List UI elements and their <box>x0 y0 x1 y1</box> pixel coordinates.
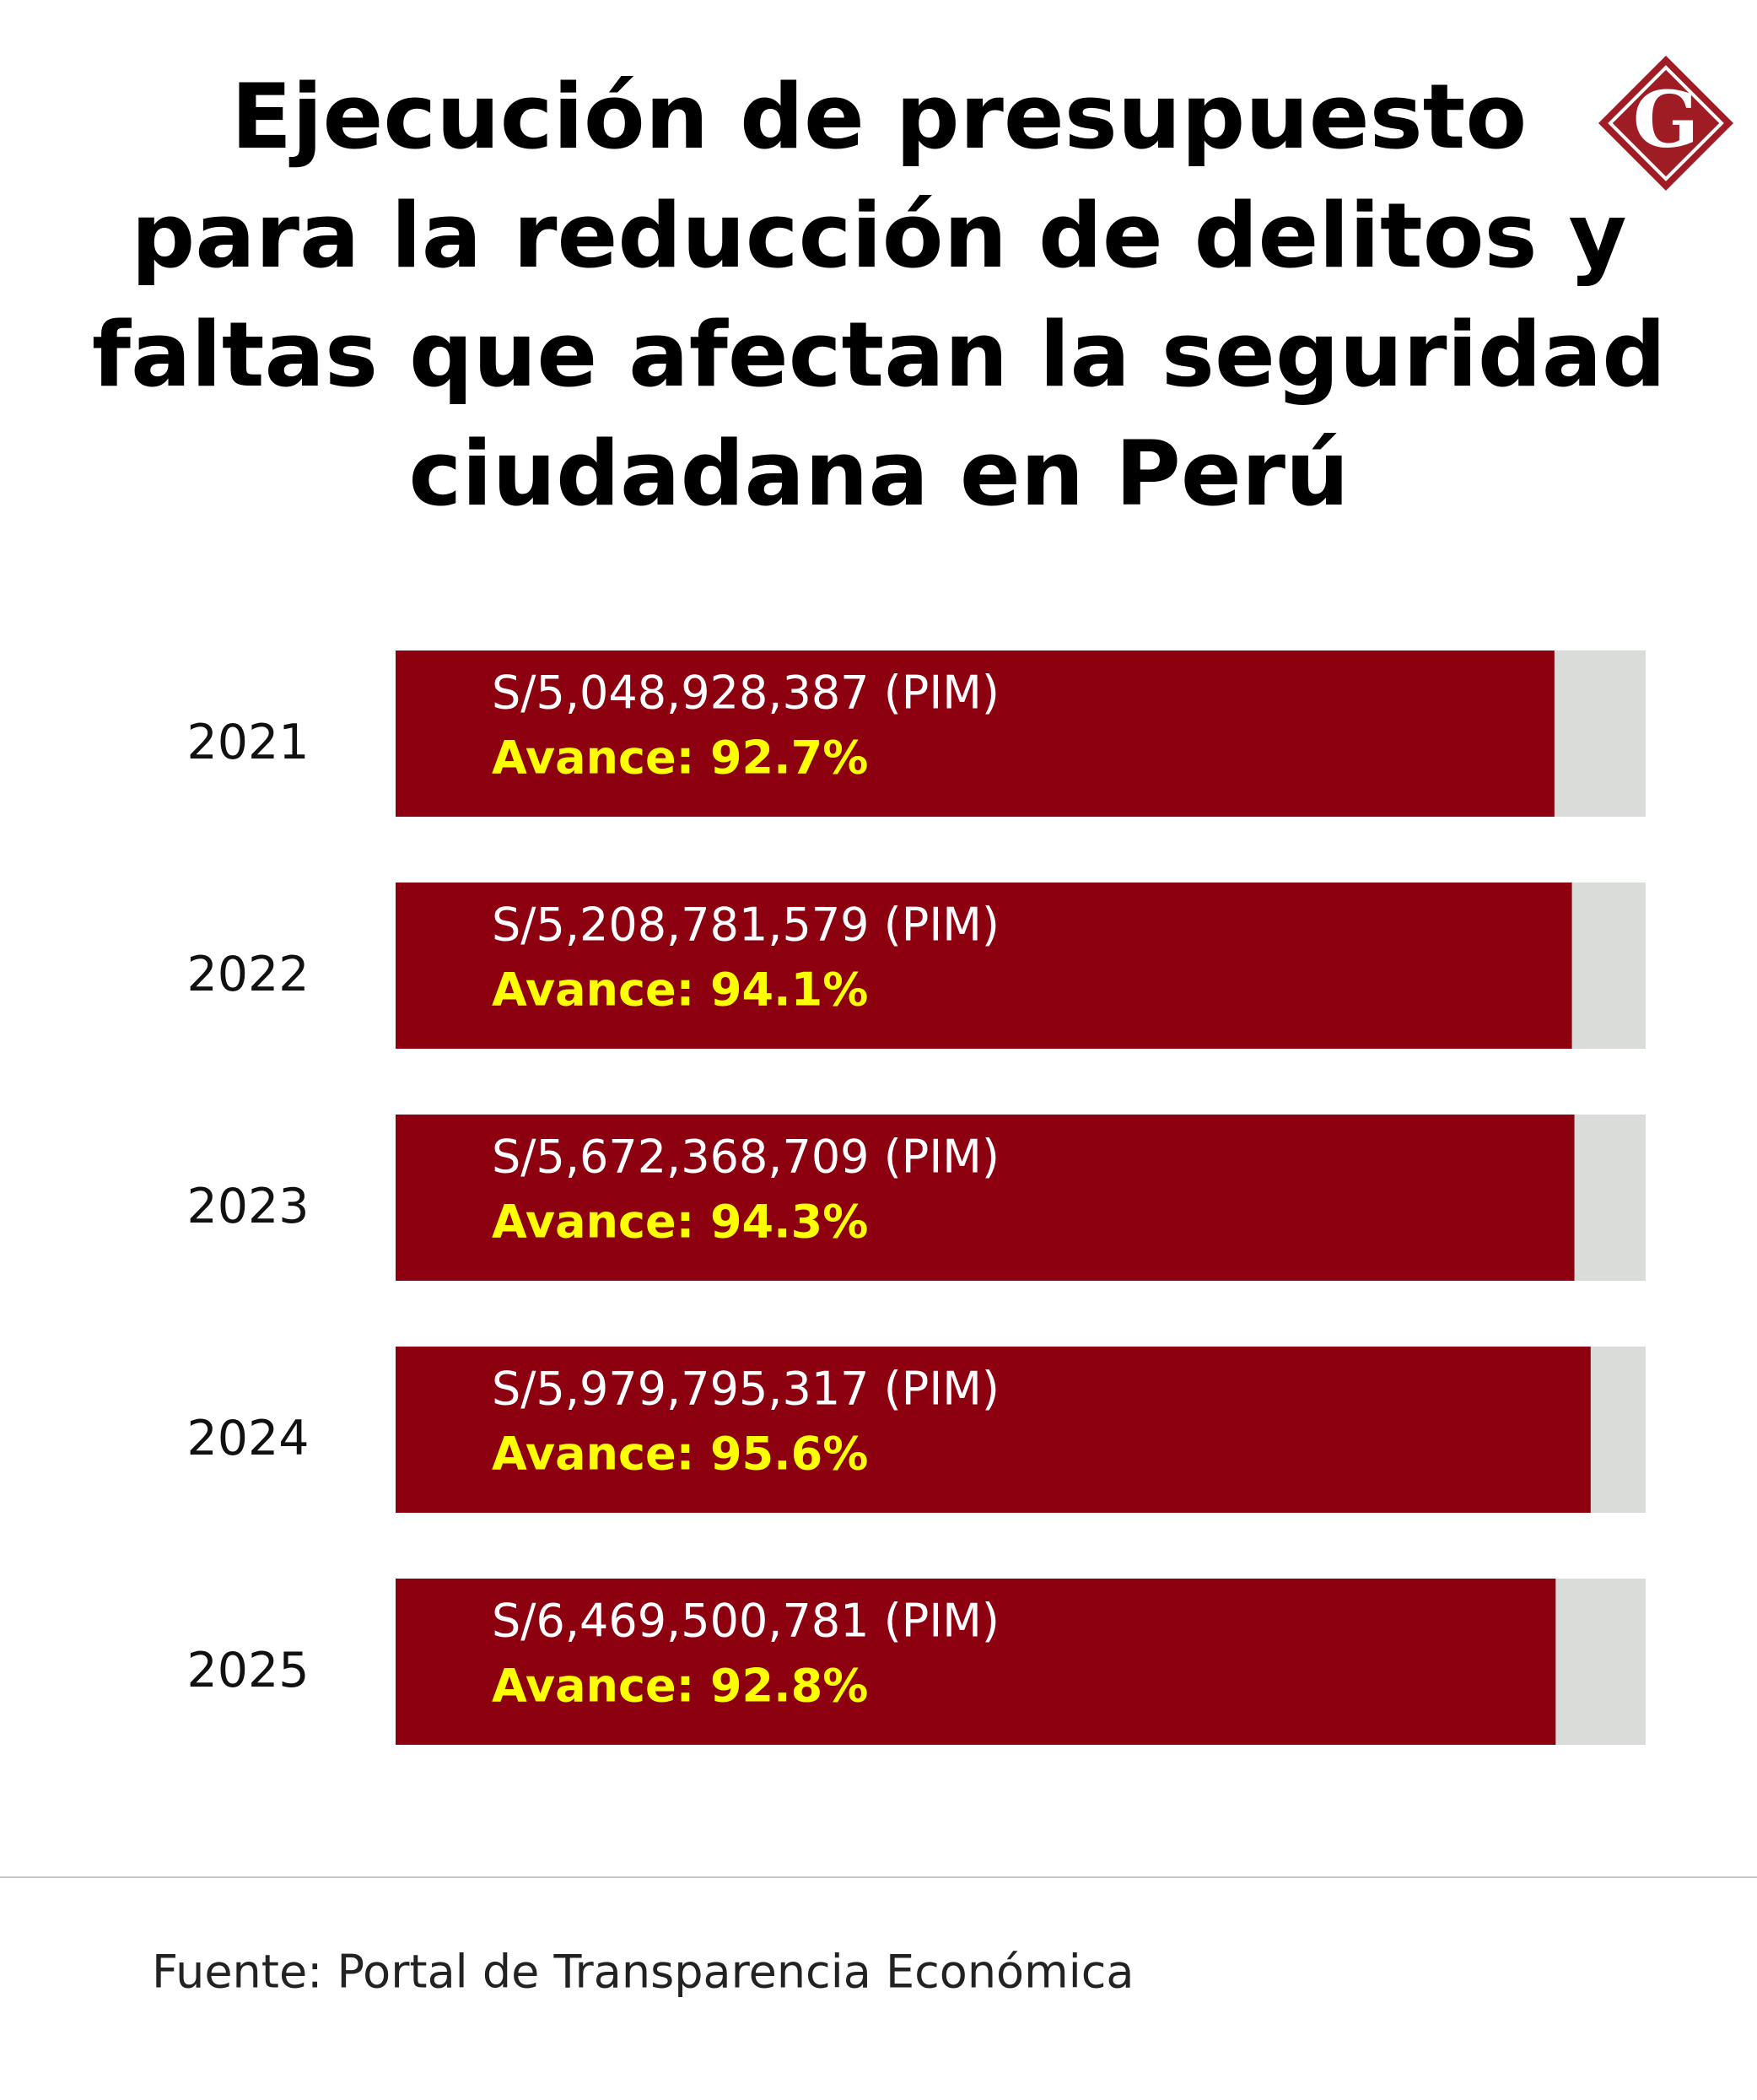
amount-label: S/5,979,795,317 (PIM) <box>492 1363 1000 1416</box>
amount-label: S/5,048,928,387 (PIM) <box>492 667 1000 720</box>
chart-title: faltas que afectan la seguridad <box>92 303 1666 407</box>
source: Fuente: Portal de Transparencia Económic… <box>152 1946 1134 1999</box>
chart-title: ciudadana en Perú <box>409 422 1350 526</box>
value-label: Avance: 92.8% <box>492 1660 868 1713</box>
bar <box>396 883 1572 1049</box>
chart-title: para la reducción de delitos y <box>131 184 1626 288</box>
y-tick-label: 2024 <box>186 1411 309 1466</box>
value-label: Avance: 94.3% <box>492 1196 868 1249</box>
logo-diamond <box>1598 56 1733 191</box>
amount-label: S/5,208,781,579 (PIM) <box>492 899 1000 952</box>
logo-border <box>1608 65 1724 181</box>
y-tick-label: 2025 <box>186 1643 309 1698</box>
amount-label: S/6,469,500,781 (PIM) <box>492 1595 1000 1648</box>
y-tick-label: 2023 <box>186 1179 309 1234</box>
logo-letter: G <box>1633 74 1700 165</box>
chart-title: Ejecución de presupuesto <box>231 65 1527 169</box>
value-label: Avance: 92.7% <box>492 731 868 785</box>
value-label: Avance: 94.1% <box>492 964 868 1017</box>
y-tick-label: 2022 <box>186 947 309 1002</box>
bar <box>396 1579 1556 1745</box>
bar <box>396 1347 1591 1513</box>
amount-label: S/5,672,368,709 (PIM) <box>492 1131 1000 1184</box>
bar <box>396 1115 1575 1281</box>
value-label: Avance: 95.6% <box>492 1428 868 1481</box>
bar <box>396 651 1555 817</box>
y-tick-label: 2021 <box>186 715 309 770</box>
logo: G <box>1598 56 1733 191</box>
